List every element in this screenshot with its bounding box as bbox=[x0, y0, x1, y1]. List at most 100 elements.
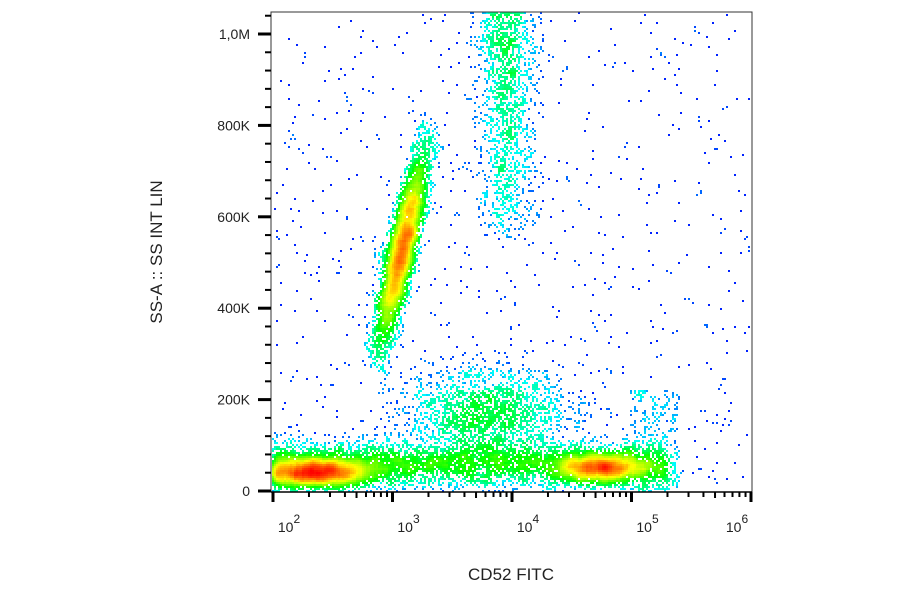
event-dot bbox=[418, 164, 420, 166]
event-dot bbox=[506, 408, 508, 410]
event-dot bbox=[504, 150, 506, 152]
event-dot bbox=[414, 164, 416, 166]
event-dot bbox=[390, 288, 392, 290]
event-dot bbox=[558, 364, 560, 366]
event-dot bbox=[390, 230, 392, 232]
event-dot bbox=[606, 368, 608, 370]
event-dot bbox=[532, 204, 534, 206]
event-dot bbox=[432, 208, 434, 210]
event-dot bbox=[386, 254, 388, 256]
event-dot bbox=[456, 42, 458, 44]
event-dot bbox=[506, 120, 508, 122]
event-dot bbox=[528, 244, 530, 246]
event-dot bbox=[324, 232, 326, 234]
event-dot bbox=[486, 58, 488, 60]
event-dot bbox=[500, 36, 502, 38]
event-dot bbox=[694, 26, 696, 28]
event-dot bbox=[508, 110, 510, 112]
event-dot bbox=[538, 436, 540, 438]
event-dot bbox=[390, 274, 392, 276]
event-dot bbox=[420, 114, 422, 116]
event-dot bbox=[534, 422, 536, 424]
event-dot bbox=[400, 252, 402, 254]
event-dot bbox=[576, 168, 578, 170]
event-dot bbox=[376, 328, 378, 330]
event-dot bbox=[474, 126, 476, 128]
event-dot bbox=[392, 244, 394, 246]
event-dot bbox=[386, 374, 388, 376]
event-dot bbox=[428, 174, 430, 176]
event-dot bbox=[280, 372, 282, 374]
event-dot bbox=[434, 202, 436, 204]
event-dot bbox=[426, 192, 428, 194]
event-dot bbox=[614, 276, 616, 278]
event-dot bbox=[392, 322, 394, 324]
event-dot bbox=[548, 390, 550, 392]
event-dot bbox=[464, 412, 466, 414]
event-dot bbox=[388, 388, 390, 390]
event-dot bbox=[492, 34, 494, 36]
event-dot bbox=[534, 84, 536, 86]
event-dot bbox=[518, 402, 520, 404]
event-dot bbox=[474, 368, 476, 370]
event-dot bbox=[374, 434, 376, 436]
event-dot bbox=[716, 54, 718, 56]
event-dot bbox=[492, 38, 494, 40]
event-dot bbox=[452, 380, 454, 382]
event-dot bbox=[728, 290, 730, 292]
event-dot bbox=[516, 382, 518, 384]
event-dot bbox=[526, 40, 528, 42]
event-dot bbox=[650, 438, 652, 440]
event-dot bbox=[380, 284, 382, 286]
event-dot bbox=[388, 308, 390, 310]
event-dot bbox=[506, 92, 508, 94]
event-dot bbox=[504, 438, 506, 440]
event-dot bbox=[414, 378, 416, 380]
event-dot bbox=[414, 418, 416, 420]
event-dot bbox=[484, 20, 486, 22]
event-dot bbox=[388, 250, 390, 252]
event-dot bbox=[406, 224, 408, 226]
event-dot bbox=[608, 408, 610, 410]
event-dot bbox=[396, 192, 398, 194]
event-dot bbox=[502, 390, 504, 392]
event-dot bbox=[542, 424, 544, 426]
event-dot bbox=[410, 272, 412, 274]
event-dot bbox=[510, 394, 512, 396]
event-dot bbox=[520, 416, 522, 418]
event-dot bbox=[390, 308, 392, 310]
event-dot bbox=[572, 408, 574, 410]
event-dot bbox=[292, 376, 294, 378]
event-dot bbox=[390, 238, 392, 240]
event-dot bbox=[522, 174, 524, 176]
event-dot bbox=[464, 352, 466, 354]
event-dot bbox=[480, 202, 482, 204]
event-dot bbox=[496, 414, 498, 416]
event-dot bbox=[664, 312, 666, 314]
event-dot bbox=[524, 172, 526, 174]
event-dot bbox=[486, 36, 488, 38]
event-dot bbox=[412, 272, 414, 274]
event-dot bbox=[374, 340, 376, 342]
event-dot bbox=[520, 422, 522, 424]
event-dot bbox=[500, 98, 502, 100]
event-dot bbox=[388, 274, 390, 276]
event-dot bbox=[496, 368, 498, 370]
event-dot bbox=[402, 276, 404, 278]
event-dot bbox=[386, 342, 388, 344]
event-dot bbox=[416, 158, 418, 160]
event-dot bbox=[638, 394, 640, 396]
event-dot bbox=[510, 130, 512, 132]
event-dot bbox=[478, 438, 480, 440]
event-dot bbox=[384, 254, 386, 256]
event-dot bbox=[388, 276, 390, 278]
event-dot bbox=[390, 300, 392, 302]
event-dot bbox=[430, 180, 432, 182]
event-dot bbox=[390, 242, 392, 244]
event-dot bbox=[636, 394, 638, 396]
event-dot bbox=[520, 56, 522, 58]
event-dot bbox=[436, 410, 438, 412]
event-dot bbox=[560, 388, 562, 390]
event-dot bbox=[428, 138, 430, 140]
event-dot bbox=[416, 200, 418, 202]
